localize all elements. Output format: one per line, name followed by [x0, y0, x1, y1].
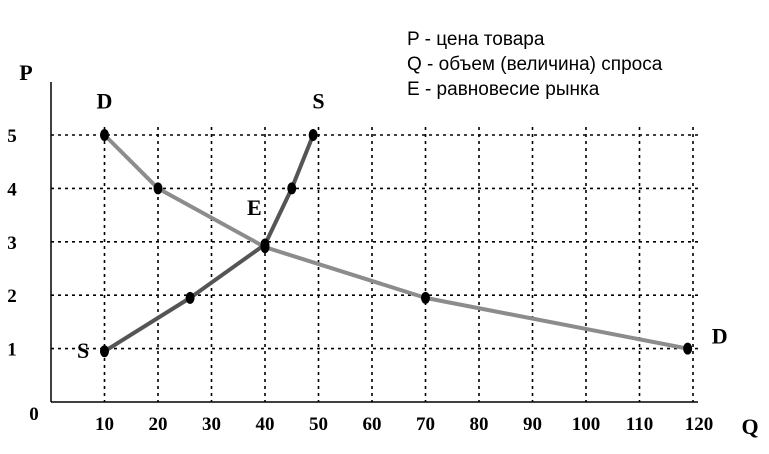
y-tick-label: 5: [7, 126, 17, 147]
x-tick-label: 50: [309, 414, 328, 435]
curve-label: D: [712, 323, 728, 348]
x-axis-label: Q: [741, 414, 758, 439]
curve-label: S: [312, 88, 324, 113]
x-tick-label: 40: [256, 414, 275, 435]
x-tick-label: 110: [626, 414, 653, 435]
data-point: [185, 291, 195, 304]
x-tick-label: 20: [149, 414, 168, 435]
x-tick-label: 120: [685, 414, 714, 435]
origin-label: 0: [29, 404, 39, 425]
x-tick-label: 70: [416, 414, 435, 435]
x-tick-label: 100: [572, 414, 601, 435]
data-point: [100, 345, 109, 358]
x-tick-label: 90: [523, 414, 542, 435]
x-tick-label: 80: [470, 414, 489, 435]
data-point: [287, 182, 297, 195]
data-point: [308, 129, 318, 141]
curve-label: E: [247, 195, 262, 220]
curve-label: S: [77, 338, 89, 363]
axes: [50, 82, 698, 403]
data-point: [153, 182, 163, 195]
legend-item-q: Q - объем (величина) спроса: [407, 54, 663, 75]
x-tick-label: 10: [95, 414, 114, 435]
grid-lines: [51, 127, 698, 402]
data-point: [683, 342, 693, 355]
legend: P - цена товара Q - объем (величина) спр…: [407, 27, 662, 102]
data-point: [260, 238, 270, 251]
data-markers: [100, 129, 693, 358]
y-tick-label: 1: [7, 340, 17, 361]
y-tick-label: 3: [7, 233, 17, 254]
curve-label: D: [97, 88, 113, 113]
y-tick-label: 4: [7, 179, 17, 200]
y-tick-label: 2: [7, 286, 17, 307]
series-lines: [103, 133, 689, 353]
legend-item-p: P - цена товара: [407, 29, 545, 50]
data-point: [421, 291, 430, 304]
data-point: [100, 129, 109, 141]
legend-item-e: E - равновесие рынка: [407, 79, 600, 100]
x-tick-label: 60: [363, 414, 382, 435]
x-tick-label: 30: [202, 414, 221, 435]
y-axis-label: P: [19, 60, 32, 85]
